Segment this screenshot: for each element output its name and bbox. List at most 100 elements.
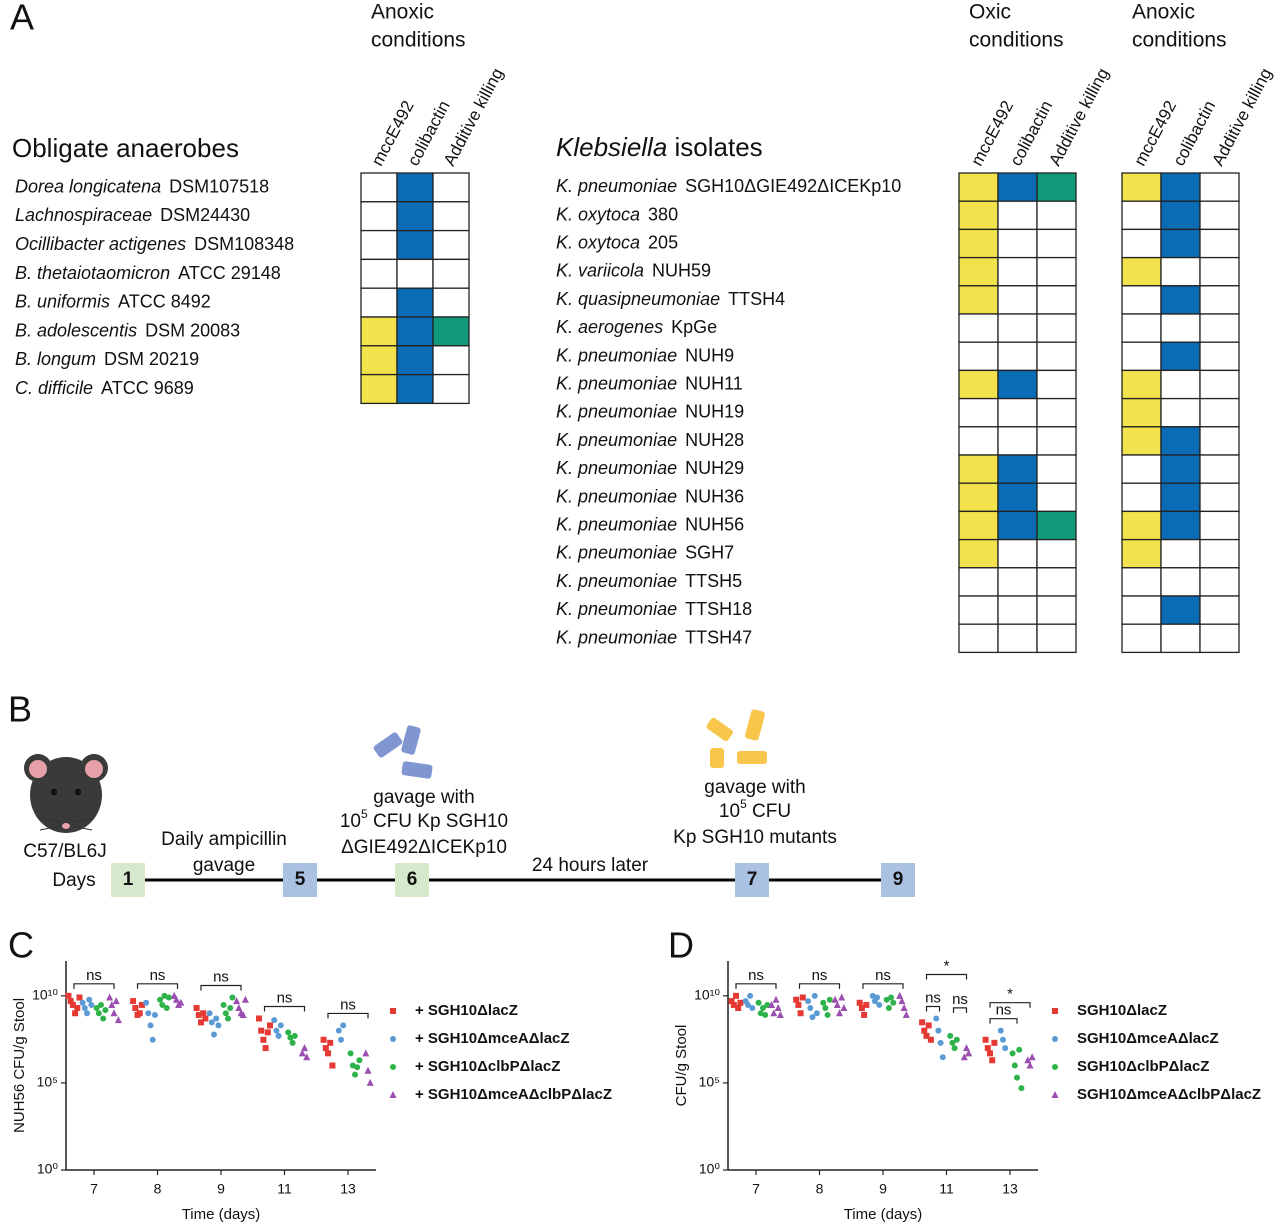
point [836, 1009, 843, 1017]
superscript: 5 [740, 797, 747, 811]
grid-cell [1199, 256, 1240, 287]
point [200, 1010, 207, 1017]
grid-cell [997, 369, 1038, 400]
point [820, 999, 827, 1006]
point [112, 997, 120, 1005]
grid-cell [958, 595, 999, 625]
grid-cell [958, 172, 999, 202]
series [65, 992, 336, 1069]
significance-label: ns [812, 967, 828, 984]
grid-cell [1036, 256, 1077, 287]
grid-cell [432, 201, 470, 232]
grid-cell [360, 345, 398, 376]
point [991, 1039, 998, 1046]
grid-cell [432, 316, 470, 347]
strain-name: NUH28 [685, 430, 744, 450]
species-name: K. pneumoniae [556, 571, 677, 591]
x-tick-label: 11 [939, 1181, 954, 1197]
point [93, 1005, 100, 1012]
grid-cell [958, 369, 999, 400]
point [233, 997, 241, 1005]
grid-cell [997, 454, 1038, 484]
point [172, 995, 180, 1003]
species-name: B. adolescentis [15, 320, 137, 340]
row-label: K. pneumoniae NUH28 [556, 430, 744, 450]
grid-cell [1160, 285, 1201, 315]
point [390, 1036, 396, 1042]
caption-line: gavage with [373, 787, 474, 808]
legend-label: + SGH10ΔmceAΔclbPΔlacZ [415, 1086, 612, 1103]
point [301, 1044, 308, 1052]
point [989, 1057, 996, 1064]
point [108, 1000, 116, 1008]
grid-cell [1121, 510, 1162, 541]
grid-cell [1121, 285, 1162, 315]
strain-name: NUH59 [652, 260, 711, 280]
grid-cell [1199, 454, 1240, 484]
caption-text: Daily ampicillin [161, 829, 287, 850]
grid-cell [1199, 397, 1240, 428]
point [239, 1010, 247, 1018]
row-label: B. adolescentis DSM 20083 [15, 320, 240, 340]
point [1011, 1062, 1018, 1069]
point [919, 1019, 926, 1026]
grid-cell [958, 454, 999, 484]
point [963, 1044, 970, 1052]
grid-cell [958, 623, 999, 654]
y-axis-label: CFU/g Stool [673, 1025, 690, 1107]
point [730, 1001, 737, 1008]
x-axis-label: Time (days) [182, 1206, 261, 1223]
grid-cell [1121, 623, 1162, 654]
point [352, 1071, 358, 1078]
point [933, 1015, 940, 1022]
grid-cell [958, 285, 999, 315]
point [114, 1016, 122, 1024]
species-name: K. pneumoniae [556, 627, 677, 647]
point [925, 1022, 932, 1029]
grid-cell [432, 373, 470, 405]
grid-cell [360, 258, 398, 289]
point [159, 1001, 166, 1008]
grid-cell [1036, 341, 1077, 372]
row-label: K. pneumoniae NUH36 [556, 486, 744, 506]
row-label: K. pneumoniae TTSH47 [556, 627, 752, 647]
panel-label: A [10, 0, 34, 38]
point [760, 1005, 766, 1012]
caption-text: gavage [193, 855, 255, 876]
grid-cell [1160, 341, 1201, 372]
grid-cell [396, 172, 434, 203]
point [67, 998, 74, 1005]
species-name: K. pneumoniae [556, 430, 677, 450]
point [69, 1001, 76, 1008]
strain-name: TTSH18 [685, 599, 752, 619]
species-name: K. pneumoniae [556, 486, 677, 506]
y-tick-label: 10⁰ [37, 1161, 59, 1177]
point [95, 1010, 102, 1017]
title-rest: isolates [667, 132, 762, 162]
point [840, 1004, 848, 1012]
point [749, 1005, 756, 1012]
grid-cell [1121, 200, 1162, 231]
caption-text: CFU Kp SGH10 [368, 811, 508, 832]
grid-cell [1160, 313, 1201, 343]
caption-text: gavage with [373, 787, 474, 808]
point [728, 998, 735, 1005]
grid-cell [958, 426, 999, 456]
point [768, 1000, 776, 1008]
series [728, 992, 998, 1064]
day-box [283, 863, 317, 897]
row-label: K. pneumoniae NUH19 [556, 401, 744, 421]
point [136, 1010, 143, 1017]
point [795, 1001, 802, 1008]
grid-cell [997, 426, 1038, 456]
grid-cell [396, 201, 434, 232]
significance-label: ns [340, 996, 356, 1013]
row-label: C. difficile ATCC 9689 [15, 378, 194, 398]
panel-label: C [8, 925, 34, 966]
grid-cell [360, 172, 398, 203]
panel-label: D [668, 925, 694, 966]
significance-bracket [952, 1007, 968, 1013]
species-name: B. thetaiotaomicron [15, 263, 170, 283]
point [898, 997, 906, 1005]
